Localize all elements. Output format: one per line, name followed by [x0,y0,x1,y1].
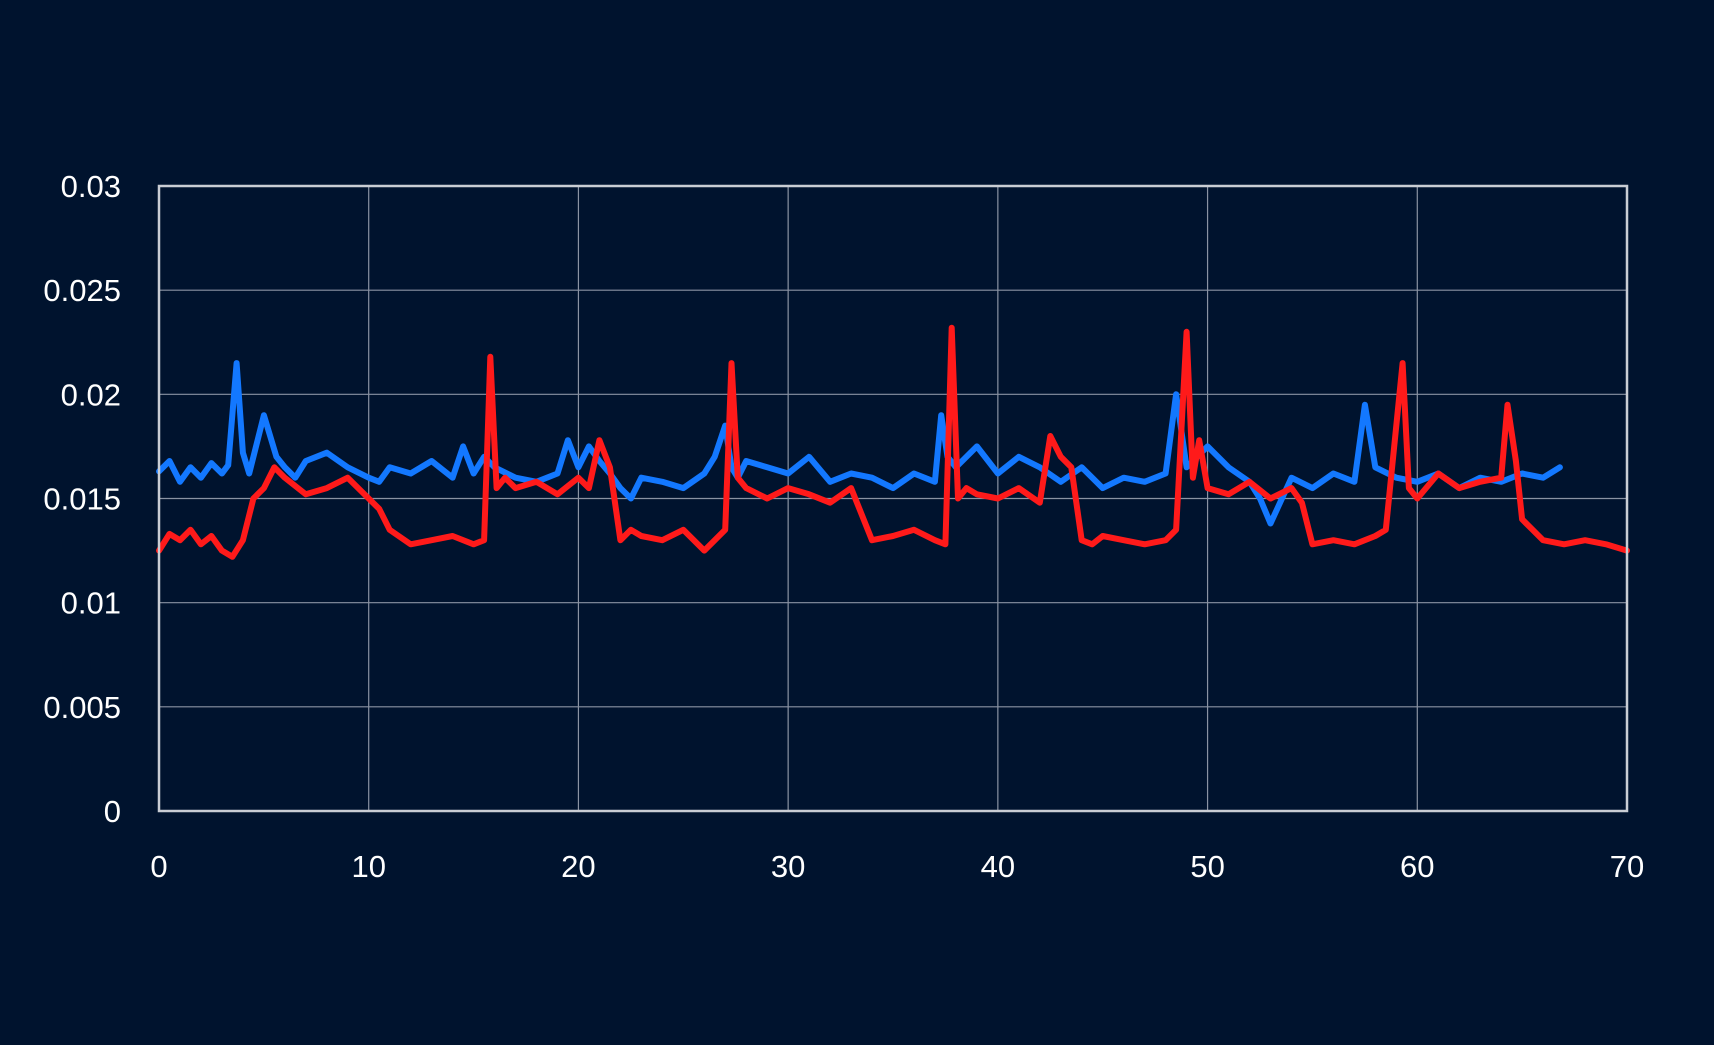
x-tick-label: 70 [1610,849,1644,884]
y-tick-label: 0 [104,794,121,829]
plot-frame [157,184,1629,813]
x-tick-label: 50 [1190,849,1224,884]
series-line-blue [156,360,1563,527]
x-tick-label: 0 [150,849,167,884]
y-tick-label: 0.005 [43,690,121,725]
x-tick-label: 30 [771,849,805,884]
y-tick-label: 0.015 [43,482,121,517]
y-tick-label: 0.01 [61,586,121,621]
frame-layer [157,184,1629,813]
grid-layer [159,186,1627,811]
x-axis-tick-labels: 0 10 20 30 40 50 60 70 [150,849,1644,884]
y-tick-label: 0.02 [61,377,121,412]
y-tick-label: 0.03 [61,169,121,204]
x-tick-label: 20 [561,849,595,884]
x-tick-label: 60 [1400,849,1434,884]
x-tick-label: 10 [351,849,385,884]
series-layer [156,324,1630,560]
y-tick-label: 0.025 [43,273,121,308]
series-line-red [156,324,1630,560]
y-axis-tick-labels: 0 0.005 0.01 0.015 0.02 0.025 0.03 [43,169,121,829]
x-tick-label: 40 [981,849,1015,884]
